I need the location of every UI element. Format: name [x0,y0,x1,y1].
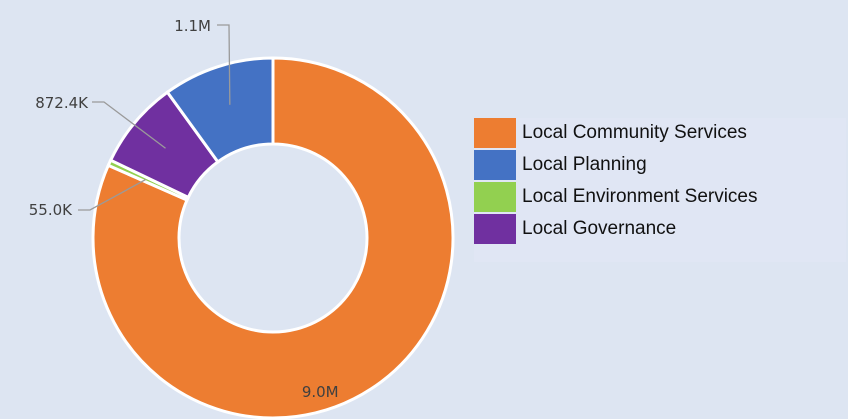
legend-item-local-community-services: Local Community Services [474,118,747,148]
leader-lines [78,24,231,211]
legend-swatch [474,214,516,244]
leader-line-local-planning [217,24,231,105]
legend: Local Community Services Local Planning … [474,118,846,262]
legend-label: Local Planning [522,154,647,175]
donut-slices [91,56,455,419]
slice-local-planning [165,56,275,164]
data-label-local-planning: 1.1M [174,17,211,35]
data-label-local-environment-services: 55.0K [29,201,73,219]
legend-label: Local Environment Services [522,186,758,207]
legend-swatch [474,150,516,180]
data-labels: 9.0M 55.0K 872.4K 1.1M [29,17,339,401]
legend-swatch [474,118,516,148]
legend-item-local-planning: Local Planning [474,150,647,180]
legend-item-local-governance: Local Governance [474,214,676,244]
legend-label: Local Governance [522,218,677,239]
legend-swatch [474,182,516,212]
slice-local-community-services [91,56,455,419]
legend-item-local-environment-services: Local Environment Services [474,182,758,212]
leader-line-local-governance [92,101,166,149]
data-label-local-governance: 872.4K [35,94,89,112]
leader-line-local-environment-services [78,178,147,211]
legend-label: Local Community Services [522,122,747,143]
data-label-local-community-services: 9.0M [302,383,339,401]
